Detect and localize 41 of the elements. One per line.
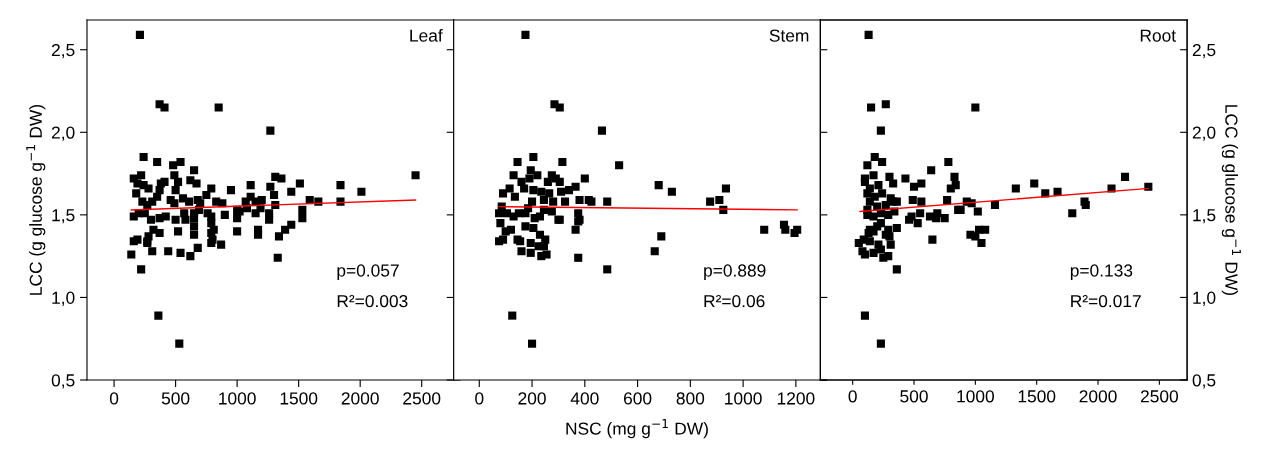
y2-tick-label: 1,0	[1193, 291, 1216, 306]
annotation: p=0.889	[704, 264, 766, 281]
x-tick-label: 600	[623, 392, 652, 405]
x-tick-label: 400	[570, 392, 599, 405]
annotation: R²=0.017	[1071, 294, 1141, 308]
x-tick-label: 2000	[341, 392, 379, 405]
y-tick-label: 1,0	[52, 291, 75, 306]
annotation: R²=0.003	[337, 294, 408, 308]
x-tick-label: 2500	[1140, 390, 1179, 403]
x-tick-label: 500	[900, 390, 928, 403]
y2-tick-label: 1,5	[1193, 209, 1216, 224]
x-tick-label: 800	[676, 392, 705, 405]
y-tick-label: 0,5	[51, 374, 75, 389]
chart-title: Stem	[769, 29, 809, 42]
x-tick-label: 0	[848, 390, 857, 403]
y2-tick-label: 2,5	[1192, 43, 1216, 59]
x-tick-label: 1500	[1018, 390, 1056, 403]
y-tick-label: 1,5	[52, 209, 75, 224]
x-tick-label: 1500	[280, 392, 318, 405]
y-axis-title: LCC (g glucose g$^{−1}$ DW)	[26, 105, 46, 295]
x-tick-label: 1200	[777, 392, 815, 405]
x-tick-label: 0	[109, 392, 119, 405]
chart-title: Leaf	[410, 29, 443, 42]
x-tick-label: 2500	[403, 392, 441, 405]
y2-tick-label: 0,5	[1192, 374, 1216, 389]
annotation: p=0.057	[337, 264, 399, 281]
x-tick-label: 500	[161, 392, 190, 405]
x-tick-label: 1000	[957, 390, 994, 403]
x-tick-label: 0	[475, 392, 484, 405]
x-tick-label: 1000	[219, 392, 256, 405]
chart-title: Root	[1140, 29, 1176, 42]
y-tick-label: 2,0	[51, 126, 75, 141]
y2-axis-title: LCC (g glucose g$^{−1}$ DW)	[1221, 105, 1241, 295]
x-tick-label: 1000	[725, 392, 762, 405]
y-tick-label: 2,5	[51, 43, 75, 59]
annotation: R²=0.06	[704, 294, 765, 308]
x-tick-label: 200	[518, 392, 546, 405]
annotation: p=0.133	[1070, 264, 1133, 281]
x-tick-label: 2000	[1079, 390, 1117, 403]
x-axis-title: NSC (mg g$^{−1}$ DW)	[566, 419, 708, 439]
y2-tick-label: 2,0	[1192, 126, 1216, 141]
